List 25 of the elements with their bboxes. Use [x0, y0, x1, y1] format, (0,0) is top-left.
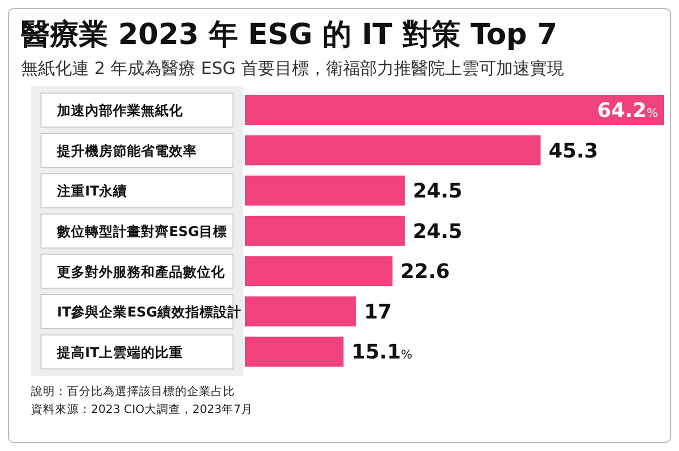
data-label: 45.3 — [548, 138, 598, 162]
chart-title: 醫療業 2023 年 ESG 的 IT 對策 Top 7 — [20, 16, 558, 53]
text: 說明：百分比為選擇該目標的企業占比 — [31, 383, 236, 400]
bar — [245, 95, 664, 125]
bar — [245, 216, 405, 246]
data-label: 17 — [364, 299, 392, 324]
data-label: 24.5 — [412, 178, 462, 203]
source-note: 資料來源：2023 CIO大調查，2023年7月 — [31, 401, 254, 418]
y-tick-label: 更多對外服務和產品數位化 — [57, 264, 226, 280]
bar — [245, 176, 405, 206]
data-label: 22.6 — [400, 259, 450, 284]
y-tick-label: 數位轉型計畫對齊ESG目標 — [56, 223, 228, 240]
data-label: 64.2% — [597, 98, 658, 122]
bar — [245, 296, 356, 326]
chart-subtitle: 無紙化連 2 年成為醫療 ESG 首要目標，衛福部力推醫院上雲可加速實現 — [20, 58, 566, 81]
y-tick-label: 加速內部作業無紙化 — [56, 102, 184, 120]
data-label: 24.5 — [412, 218, 462, 243]
bar — [245, 256, 392, 286]
bar — [245, 336, 344, 367]
y-tick-label: IT參與企業ESG績效指標設計 — [57, 304, 242, 321]
y-tick-label: 提升機房節能省電效率 — [56, 142, 197, 160]
data-label: 15.1% — [352, 340, 412, 364]
y-tick-label: 提高IT上雲端的比重 — [56, 344, 184, 361]
y-tick-label: 注重IT永續 — [56, 182, 128, 200]
bar — [245, 135, 541, 166]
